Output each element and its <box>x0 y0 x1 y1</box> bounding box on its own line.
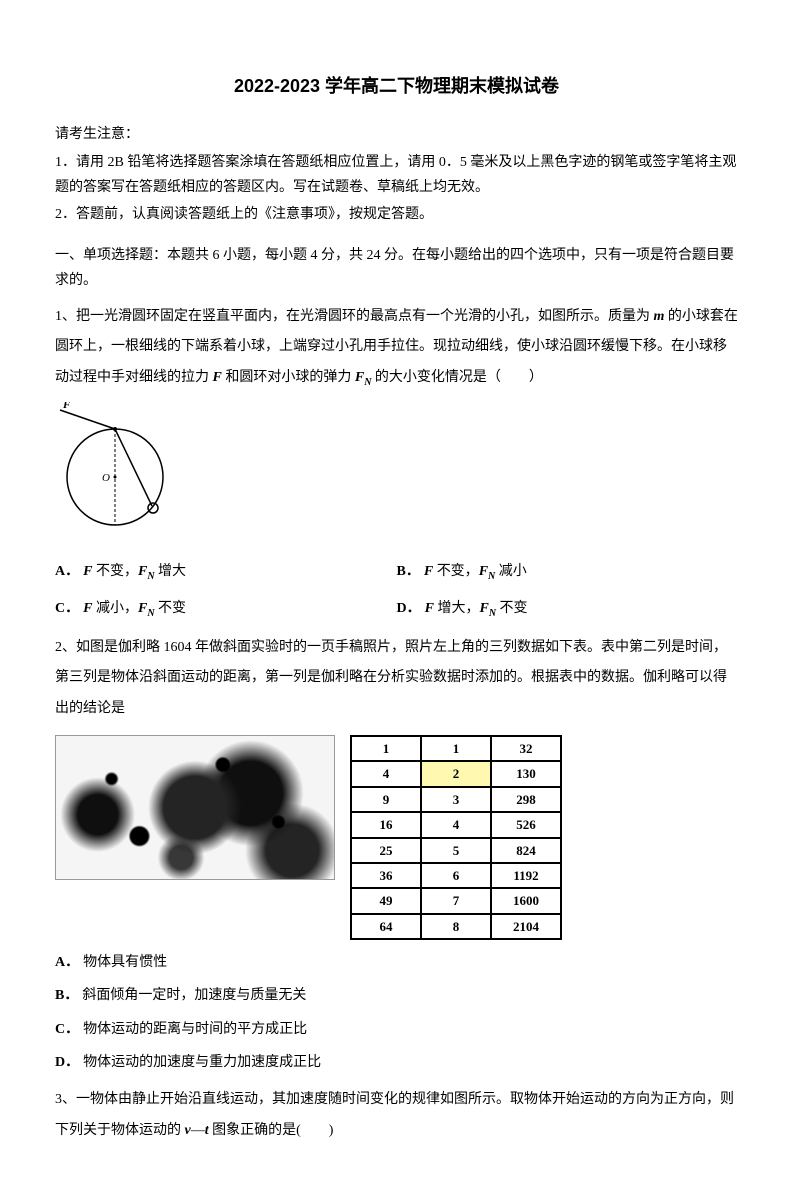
table-row: 6482104 <box>351 914 561 939</box>
table-row: 3661192 <box>351 863 561 888</box>
table-cell: 25 <box>351 838 421 863</box>
q2-option-b: B．斜面倾角一定时，加速度与质量无关 <box>55 983 738 1008</box>
q3-text: 3、一物体由静止开始沿直线运动，其加速度随时间变化的规律如图所示。取物体开始运动… <box>55 1085 738 1147</box>
table-cell: 8 <box>421 914 491 939</box>
instruction-1: 1．请用 2B 铅笔将选择题答案涂填在答题纸相应位置上，请用 0．5 毫米及以上… <box>55 150 738 200</box>
table-cell: 16 <box>351 812 421 837</box>
q1-option-c: C．F 减小，FN 不变 <box>55 596 397 623</box>
table-cell: 4 <box>351 761 421 786</box>
q1-text: 1、把一光滑圆环固定在竖直平面内，在光滑圆环的最高点有一个光滑的小孔，如图所示。… <box>55 302 738 394</box>
q1-option-b: B．F 不变，FN 减小 <box>397 559 739 586</box>
table-cell: 5 <box>421 838 491 863</box>
svg-text:F: F <box>62 402 71 411</box>
q1-options-row1: A．F 不变，FN 增大 B．F 不变，FN 减小 <box>55 559 738 586</box>
table-row: 1132 <box>351 736 561 761</box>
table-cell: 824 <box>491 838 561 863</box>
table-cell: 32 <box>491 736 561 761</box>
table-cell: 7 <box>421 888 491 913</box>
table-cell: 1600 <box>491 888 561 913</box>
table-cell: 2 <box>421 761 491 786</box>
q1-option-a: A．F 不变，FN 增大 <box>55 559 397 586</box>
q2-option-a: A．物体具有惯性 <box>55 950 738 975</box>
q2-option-c: C．物体运动的距离与时间的平方成正比 <box>55 1017 738 1042</box>
instruction-2: 2．答题前，认真阅读答题纸上的《注意事项》，按规定答题。 <box>55 202 738 227</box>
exam-title: 2022-2023 学年高二下物理期末模拟试卷 <box>55 70 738 102</box>
q2-text: 2、如图是伽利略 1604 年做斜面实验时的一页手稿照片，照片左上角的三列数据如… <box>55 633 738 725</box>
question-3: 3、一物体由静止开始沿直线运动，其加速度随时间变化的规律如图所示。取物体开始运动… <box>55 1085 738 1147</box>
section-1-header: 一、单项选择题：本题共 6 小题，每小题 4 分，共 24 分。在每小题给出的四… <box>55 243 738 293</box>
table-cell: 298 <box>491 787 561 812</box>
svg-text:O: O <box>102 472 110 484</box>
table-cell: 2104 <box>491 914 561 939</box>
table-row: 42130 <box>351 761 561 786</box>
table-cell: 526 <box>491 812 561 837</box>
manuscript-photo <box>55 735 335 880</box>
table-cell: 4 <box>421 812 491 837</box>
table-cell: 1192 <box>491 863 561 888</box>
q1-option-d: D．F 增大，FN 不变 <box>397 596 739 623</box>
question-1: 1、把一光滑圆环固定在竖直平面内，在光滑圆环的最高点有一个光滑的小孔，如图所示。… <box>55 302 738 623</box>
table-row: 255824 <box>351 838 561 863</box>
q1-options-row2: C．F 减小，FN 不变 D．F 增大，FN 不变 <box>55 596 738 623</box>
table-cell: 3 <box>421 787 491 812</box>
table-cell: 64 <box>351 914 421 939</box>
q2-option-d: D．物体运动的加速度与重力加速度成正比 <box>55 1050 738 1075</box>
table-cell: 6 <box>421 863 491 888</box>
table-cell: 1 <box>421 736 491 761</box>
question-2: 2、如图是伽利略 1604 年做斜面实验时的一页手稿照片，照片左上角的三列数据如… <box>55 633 738 1075</box>
galileo-data-table: 1132421309329816452625582436611924971600… <box>350 735 562 940</box>
table-cell: 49 <box>351 888 421 913</box>
table-cell: 1 <box>351 736 421 761</box>
instructions-header: 请考生注意： <box>55 122 738 147</box>
table-row: 164526 <box>351 812 561 837</box>
table-cell: 130 <box>491 761 561 786</box>
table-cell: 36 <box>351 863 421 888</box>
table-row: 4971600 <box>351 888 561 913</box>
circle-ring-diagram: F O <box>55 402 175 532</box>
table-cell: 9 <box>351 787 421 812</box>
q2-figure-row: 1132421309329816452625582436611924971600… <box>55 735 738 940</box>
instructions-block: 请考生注意： 1．请用 2B 铅笔将选择题答案涂填在答题纸相应位置上，请用 0．… <box>55 122 738 227</box>
table-row: 93298 <box>351 787 561 812</box>
manuscript-texture <box>56 736 334 879</box>
